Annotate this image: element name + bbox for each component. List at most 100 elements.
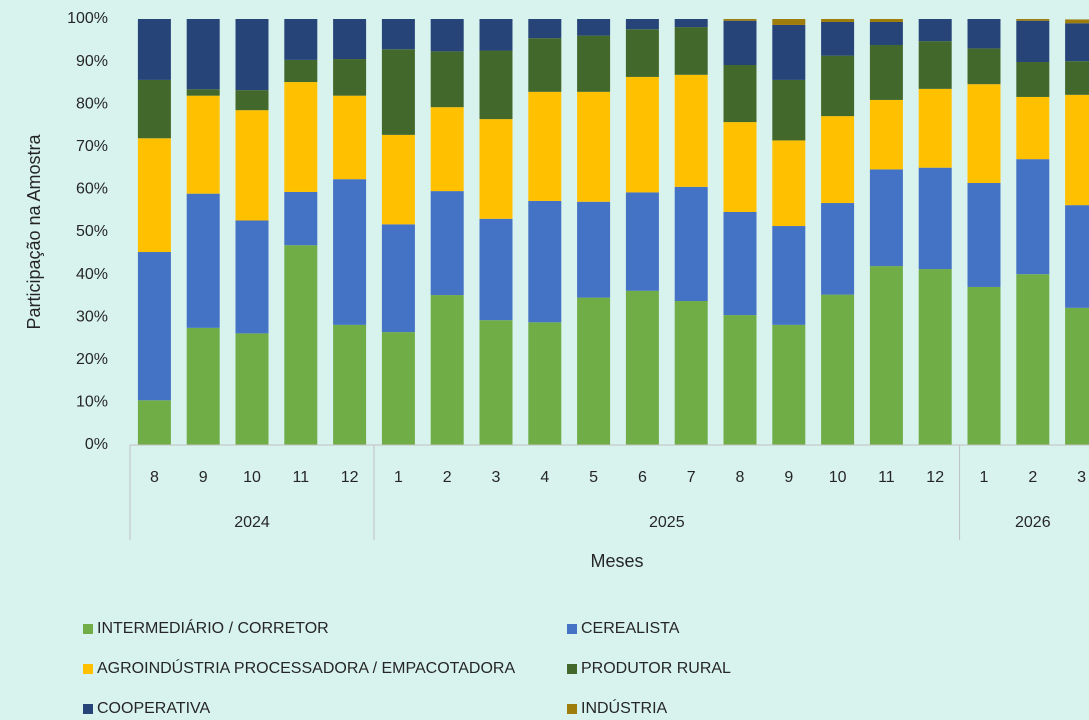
bar-segment <box>577 297 611 445</box>
y-tick-label: 10% <box>76 394 108 411</box>
bar-segment <box>381 134 415 225</box>
bar-segment <box>381 19 415 50</box>
x-tick-label: 7 <box>687 469 696 486</box>
bar-segment <box>381 332 415 445</box>
y-tick-label: 50% <box>76 223 108 240</box>
bar-segment <box>967 84 1001 184</box>
x-tick-label: 8 <box>736 469 745 486</box>
bar-segment <box>918 269 952 445</box>
bar-segment <box>430 191 464 296</box>
bar-segment <box>821 116 855 204</box>
bar-segment <box>235 333 269 445</box>
bar-segment <box>1016 274 1050 445</box>
legend-label: CEREALISTA <box>581 620 680 637</box>
bar-segment <box>723 19 757 21</box>
x-tick-label: 8 <box>150 469 159 486</box>
x-tick-label: 12 <box>926 469 944 486</box>
y-tick-label: 80% <box>76 95 108 112</box>
legend-swatch <box>83 664 93 674</box>
bar-segment <box>577 91 611 202</box>
bar-segment <box>723 122 757 212</box>
bar-segment <box>821 55 855 117</box>
bar-segment <box>967 286 1001 445</box>
bar-segment <box>430 19 464 52</box>
legend-swatch <box>567 624 577 634</box>
bar-segment <box>1016 62 1050 97</box>
bar-segment <box>674 74 708 187</box>
bar-segment <box>284 245 318 445</box>
bar-segment <box>869 44 903 100</box>
x-tick-label: 2 <box>443 469 452 486</box>
bar-segment <box>869 99 903 170</box>
bar-segment <box>528 200 562 323</box>
x-axis-title: Meses <box>590 551 643 571</box>
bar-segment <box>1065 19 1089 24</box>
bar-segment <box>869 19 903 22</box>
legend-label: AGROINDÚSTRIA PROCESSADORA / EMPACOTADOR… <box>97 658 515 677</box>
bar-segment <box>1016 159 1050 275</box>
x-tick-label: 10 <box>243 469 261 486</box>
year-label: 2025 <box>649 514 685 531</box>
bar-segment <box>430 107 464 192</box>
bar-segment <box>430 295 464 445</box>
bar-segment <box>528 38 562 92</box>
bar-segment <box>723 211 757 316</box>
bar-segment <box>137 19 171 80</box>
year-label: 2024 <box>234 514 270 531</box>
bar-segment <box>1065 61 1089 95</box>
x-tick-label: 12 <box>341 469 359 486</box>
bar-segment <box>772 226 806 325</box>
legend-label: INDÚSTRIA <box>581 698 668 717</box>
bar-segment <box>235 110 269 221</box>
legend-swatch <box>83 704 93 714</box>
bar-segment <box>137 79 171 139</box>
bar-segment <box>479 19 513 51</box>
legend-label: INTERMEDIÁRIO / CORRETOR <box>97 618 329 637</box>
bar-segment <box>674 27 708 75</box>
y-tick-label: 90% <box>76 53 108 70</box>
bar-segment <box>479 320 513 445</box>
bar-segment <box>235 19 269 91</box>
bar-segment <box>1065 94 1089 206</box>
legend-label: COOPERATIVA <box>97 700 211 717</box>
bar-segment <box>333 324 367 445</box>
bar-segment <box>333 19 367 60</box>
bar-segment <box>479 218 513 321</box>
bar-segment <box>821 294 855 445</box>
bar-segment <box>577 19 611 36</box>
y-tick-label: 30% <box>76 308 108 325</box>
legend-swatch <box>83 624 93 634</box>
bar-segment <box>235 220 269 334</box>
bar-segment <box>625 192 659 291</box>
x-tick-label: 4 <box>540 469 549 486</box>
x-tick-label: 3 <box>1077 469 1086 486</box>
bar-segment <box>821 19 855 22</box>
x-tick-label: 2 <box>1028 469 1037 486</box>
bar-segment <box>430 51 464 108</box>
bar-segment <box>1016 96 1050 160</box>
bar-segment <box>967 183 1001 287</box>
bar-segment <box>918 19 952 42</box>
bar-segment <box>869 169 903 267</box>
x-tick-label: 3 <box>492 469 501 486</box>
y-tick-label: 40% <box>76 266 108 283</box>
bar-segment <box>918 88 952 168</box>
bar-segment <box>967 48 1001 85</box>
bar-segment <box>577 35 611 92</box>
bar-segment <box>479 119 513 219</box>
bar-segment <box>625 29 659 77</box>
legend-label: PRODUTOR RURAL <box>581 660 731 677</box>
x-tick-label: 1 <box>394 469 403 486</box>
bar-segment <box>284 59 318 83</box>
bar-segment <box>284 19 318 60</box>
bar-segment <box>333 179 367 325</box>
y-tick-label: 60% <box>76 181 108 198</box>
bar-segment <box>284 191 318 246</box>
bar-segment <box>674 19 708 28</box>
bar-segment <box>137 138 171 253</box>
y-tick-label: 20% <box>76 351 108 368</box>
bar-segment <box>1065 205 1089 308</box>
bar-segment <box>528 19 562 39</box>
bar-segment <box>1065 307 1089 445</box>
